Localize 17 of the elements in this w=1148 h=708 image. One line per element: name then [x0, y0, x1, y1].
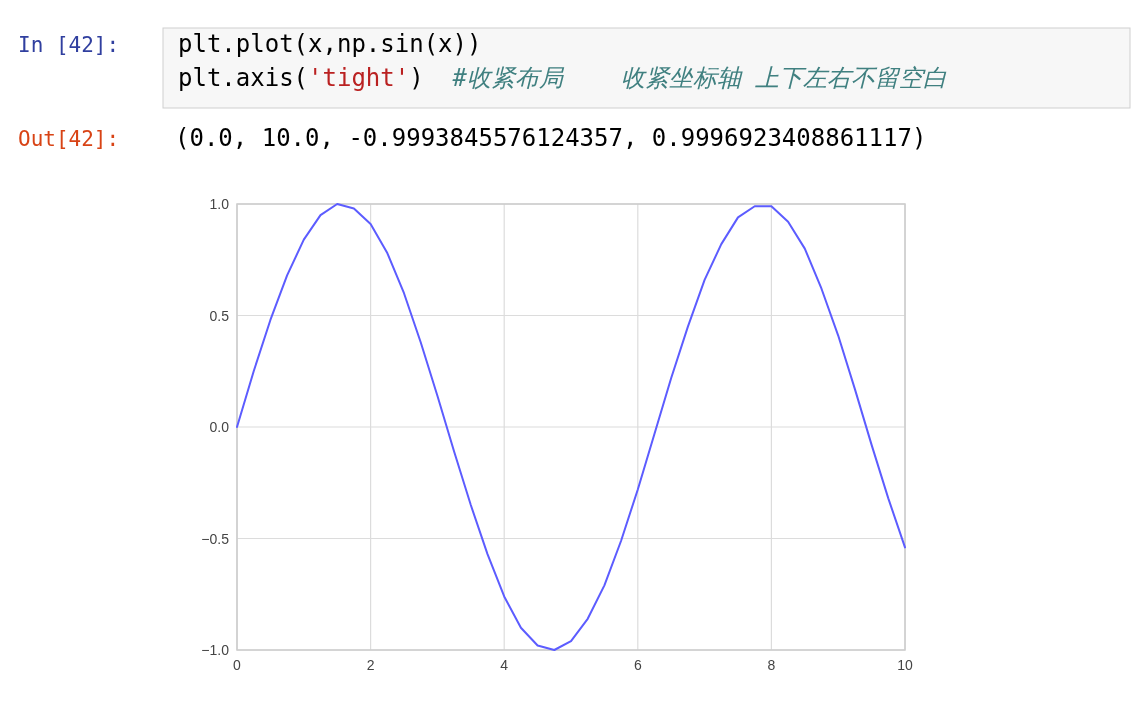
x-tick-label: 0 [233, 657, 242, 673]
x-tick-label: 8 [767, 657, 776, 673]
text: In [42]: [18, 33, 120, 57]
x-tick-label: 10 [897, 657, 913, 673]
text: (0.0, 10.0, -0.9993845576124357, 0.9996923408861117) [175, 124, 927, 152]
y-tick-label: 0.5 [209, 307, 230, 324]
line-series [236, 203, 906, 651]
x-tick-label: 2 [366, 657, 375, 673]
y-tick-label: −1.0 [201, 642, 230, 658]
text: plt.plot(x,np.sin(x)) [178, 30, 482, 58]
x-tick-label: 6 [633, 657, 642, 673]
x-tick-label: 4 [500, 657, 509, 673]
text: Out[42]: [18, 127, 120, 151]
y-tick-label: 1.0 [209, 196, 230, 212]
y-tick-label: −0.5 [201, 530, 230, 547]
y-tick-label: 0.0 [209, 419, 230, 435]
text: plt.axis('tight') #收紧布局 收紧坐标轴 上下左右不留空白 [178, 64, 948, 92]
